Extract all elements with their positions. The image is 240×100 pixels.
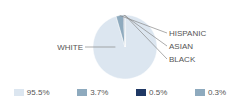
html-text:0.5%: 0.5% — [149, 87, 168, 97]
svg-text:BLACK: BLACK — [169, 55, 196, 64]
svg-text:WHITE: WHITE — [57, 43, 83, 52]
html-text:0.3%: 0.3% — [207, 87, 227, 97]
svg-text:ASIAN: ASIAN — [169, 42, 193, 51]
html-text:3.7%: 3.7% — [90, 87, 109, 97]
html-text:95.5%: 95.5% — [26, 87, 50, 97]
svg-text:HISPANIC: HISPANIC — [169, 29, 206, 38]
